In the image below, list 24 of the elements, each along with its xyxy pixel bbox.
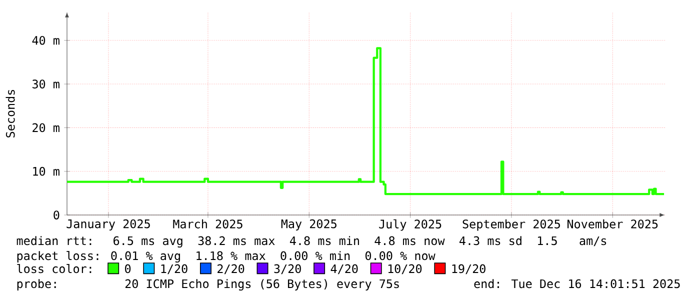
- x-tick-label: July 2025: [379, 219, 442, 231]
- text: probe: 20 ICMP Echo Pings (56 Bytes) every 75s: [17, 279, 399, 291]
- x-tick-label: September 2025: [462, 219, 560, 231]
- y-axis-title: Seconds: [6, 90, 15, 138]
- x-tick-label: May 2025: [281, 219, 336, 231]
- y-tick-label: 20 m: [32, 123, 60, 132]
- y-tick-label: 10 m: [33, 166, 60, 176]
- legend-label: 2/20: [218, 264, 244, 274]
- text: median rtt: 6.5 ms avg 38.2 ms max 4.8 ms min 4.8 ms now 4.3 ms sd 1.5 am/s: [16, 236, 606, 248]
- legend-label: 10/20: [388, 264, 422, 274]
- y-tick-label: 30 m: [32, 80, 60, 88]
- legend-label: 0: [125, 264, 131, 274]
- legend-label: 19/20: [452, 264, 486, 274]
- legend-label: 1/20: [161, 264, 188, 274]
- legend-label: 3/20: [274, 264, 301, 274]
- legend-title: loss color:: [17, 264, 92, 274]
- x-tick-label: March 2025: [173, 219, 242, 228]
- x-tick-label: January 2025: [66, 219, 150, 231]
- text: packet loss: 0.01 % avg 1.18 % max 0.00 % min 0.00 % now: [17, 251, 436, 263]
- x-tick-label: November 2025: [568, 219, 658, 228]
- y-tick-label: 0: [54, 210, 60, 220]
- text: end: Tue Dec 16 14:01:51 2025: [474, 279, 680, 288]
- legend-label: 4/20: [330, 264, 358, 274]
- y-tick-label: 40 m: [32, 36, 60, 45]
